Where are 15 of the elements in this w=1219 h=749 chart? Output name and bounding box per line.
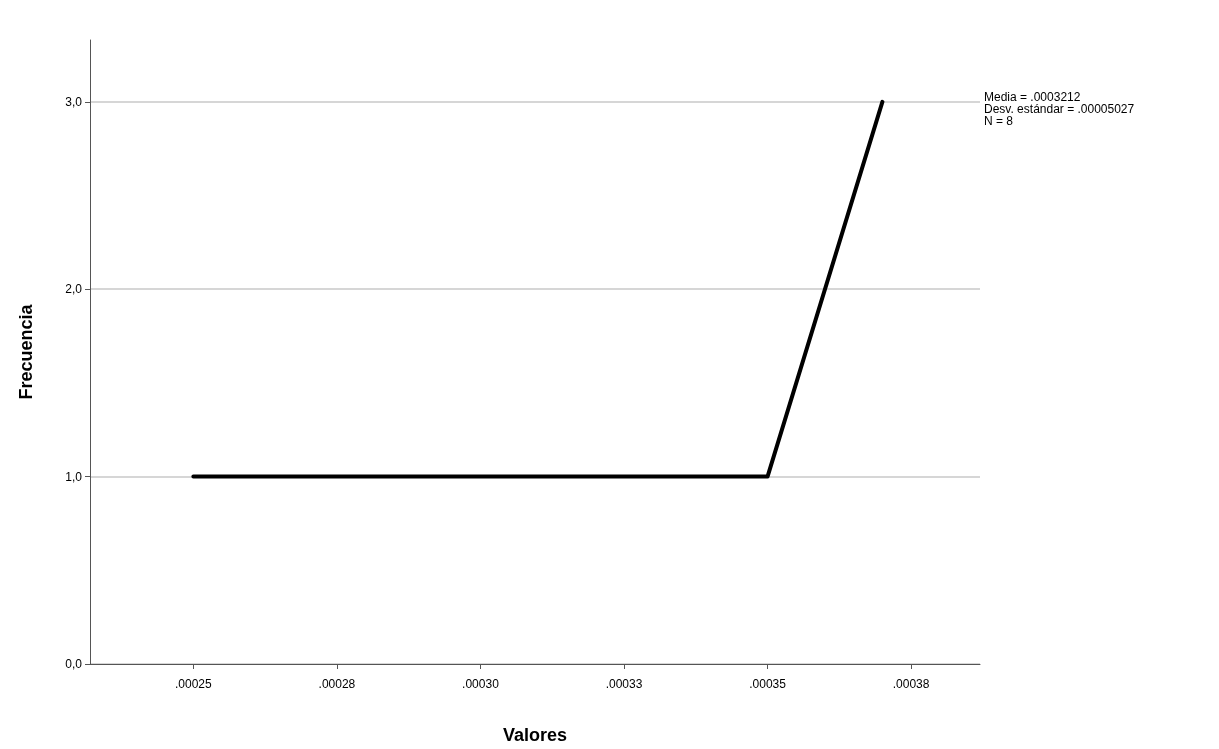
- text: Media = .0003212: [984, 90, 1081, 104]
- x-tick-label: .00038: [892, 677, 930, 691]
- y-tick-label: 3,0: [65, 94, 83, 109]
- x-tick-label: .00035: [749, 677, 787, 691]
- text: N = 8: [984, 114, 1014, 128]
- y-tick-label: 0,0: [65, 657, 83, 671]
- x-tick-label: .00028: [318, 677, 356, 691]
- text: Desv. estándar = .00005027: [984, 102, 1135, 116]
- y-tick-label: 1,0: [65, 469, 83, 484]
- x-axis-title: Valores: [502, 725, 568, 745]
- y-tick-label: 2,0: [65, 282, 83, 297]
- x-tick-label: .00030: [462, 677, 500, 691]
- x-tick-label: .00025: [175, 677, 213, 691]
- y-axis-title: Frecuencia: [16, 303, 36, 400]
- x-tick-label: .00033: [605, 677, 643, 691]
